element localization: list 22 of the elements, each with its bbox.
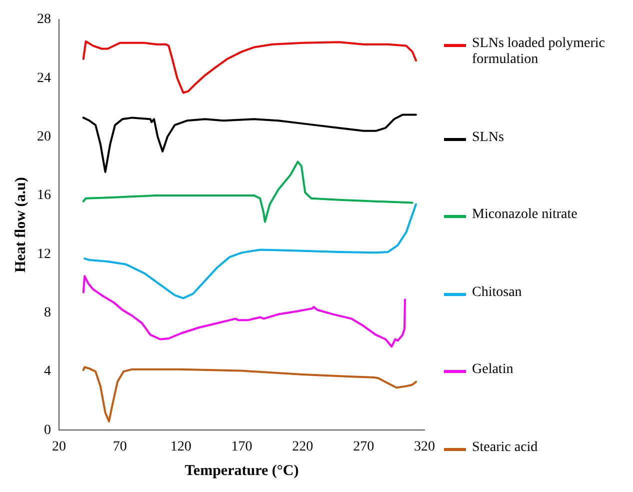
legend-label: Gelatin (472, 362, 514, 378)
legend-label: SLNs loaded polymeric formulation (472, 36, 606, 68)
legend-label: Miconazole nitrate (472, 207, 578, 224)
legend-label: SLNs (472, 130, 504, 146)
y-tick-label: 16 (37, 188, 51, 204)
y-tick-label: 20 (37, 129, 51, 144)
legend-label: Chitosan (472, 284, 522, 301)
x-tick-label: 120 (170, 439, 192, 454)
x-tick-label: 270 (353, 439, 374, 454)
y-tick-label: 28 (37, 12, 51, 28)
x-tick-label: 320 (414, 439, 435, 454)
x-tick-label: 70 (112, 439, 127, 454)
y-tick-label: 4 (44, 364, 51, 380)
legend-label: Stearic acid (472, 440, 538, 456)
y-tick-label: 0 (44, 422, 51, 438)
x-axis-title: Temperature (°C) (184, 462, 299, 479)
x-tick-label: 170 (231, 439, 252, 454)
y-tick-label: 12 (37, 246, 51, 262)
x-tick-label: 220 (292, 439, 314, 454)
y-tick-label: 24 (37, 70, 51, 86)
y-axis-title: Heat flow (a.u) (12, 177, 29, 273)
y-tick-label: 8 (44, 306, 51, 320)
